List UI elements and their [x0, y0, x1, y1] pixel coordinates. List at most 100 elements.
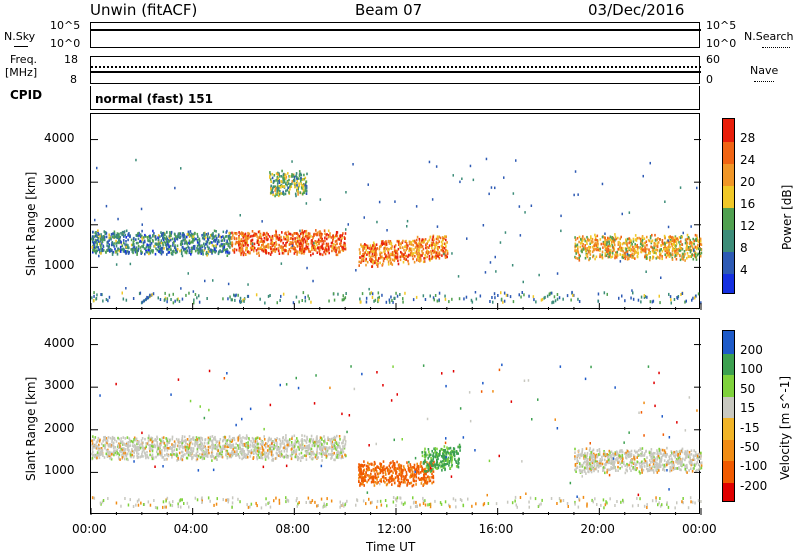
heatmap-cell: [441, 249, 443, 252]
heatmap-cell: [305, 247, 308, 251]
heatmap-cell: [161, 440, 163, 444]
heatmap-cell: [245, 442, 248, 445]
heatmap-cell: [201, 442, 203, 446]
ground-speckle: [229, 295, 231, 299]
ground-speckle: [582, 495, 585, 499]
heatmap-cell: [668, 235, 670, 239]
ground-speckle: [640, 295, 643, 299]
heatmap-cell: [302, 248, 305, 252]
heatmap-cell: [305, 458, 308, 461]
heatmap-cell: [344, 244, 347, 247]
heatmap-cell: [151, 442, 153, 445]
heatmap-cell: [646, 235, 648, 239]
heatmap-cell: [249, 235, 252, 238]
ground-speckle: [209, 499, 211, 503]
heatmap-cell: [335, 250, 337, 254]
freq-right-label: Nave: [750, 64, 779, 77]
heatmap-cell: [309, 449, 312, 452]
heatmap-cell: [589, 246, 592, 249]
heatmap-cell: [327, 446, 329, 450]
heatmap-cell: [420, 245, 422, 249]
heatmap-cell: [204, 243, 207, 246]
heatmap-cell: [137, 449, 139, 452]
heatmap-cell: [285, 242, 287, 245]
heatmap-cell: [331, 249, 333, 253]
heatmap-cell: [284, 192, 287, 196]
ground-speckle: [93, 496, 96, 500]
ground-speckle: [96, 293, 98, 297]
heatmap-cell: [183, 233, 185, 237]
heatmap-cell: [309, 439, 311, 443]
heatmap-cell: [171, 456, 173, 459]
heatmap-cell: [186, 233, 189, 236]
ground-speckle: [394, 296, 396, 300]
ground-speckle: [206, 297, 208, 300]
heatmap-cell: [156, 445, 159, 448]
ground-speckle: [166, 496, 169, 500]
heatmap-cell: [102, 438, 105, 442]
heatmap-cell: [428, 254, 431, 258]
heatmap-cell: [144, 240, 146, 244]
heatmap-cell: [174, 442, 177, 445]
heatmap-cell: [394, 243, 397, 247]
ground-speckle: [361, 292, 364, 296]
heatmap-cell: [678, 240, 680, 244]
heatmap-cell: [116, 452, 119, 455]
ground-speckle: [458, 297, 461, 301]
heatmap-cell: [236, 453, 239, 456]
heatmap-cell: [618, 240, 620, 244]
heatmap-cell: [341, 234, 343, 237]
power-colorbar-label: Power [dB]: [780, 184, 794, 250]
ground-speckle: [176, 298, 178, 302]
heatmap-cell: [297, 241, 300, 245]
heatmap-cell: [404, 245, 406, 248]
heatmap-cell: [304, 189, 306, 192]
heatmap-cell: [383, 257, 386, 260]
heatmap-cell: [305, 189, 308, 193]
station-title: Unwin (fitACF): [90, 1, 198, 19]
heatmap-cell: [156, 437, 159, 440]
heatmap-outlier: [192, 290, 195, 293]
heatmap-cell: [98, 233, 100, 236]
ground-speckle: [177, 297, 179, 301]
heatmap-cell: [100, 235, 103, 238]
heatmap-cell: [405, 245, 407, 248]
heatmap-cell: [165, 458, 167, 461]
heatmap-cell: [316, 456, 318, 460]
heatmap-cell: [306, 246, 309, 249]
heatmap-cell: [213, 235, 216, 238]
heatmap-cell: [126, 246, 129, 249]
noise-right-label: N.Search: [744, 30, 794, 43]
heatmap-cell: [238, 456, 241, 460]
heatmap-cell: [222, 444, 225, 448]
heatmap-cell: [156, 435, 158, 439]
heatmap-cell: [184, 453, 186, 456]
heatmap-cell: [233, 438, 236, 442]
heatmap-cell: [158, 453, 160, 456]
heatmap-cell: [361, 245, 364, 248]
heatmap-cell: [125, 444, 127, 447]
heatmap-cell: [132, 251, 134, 255]
heatmap-cell: [400, 255, 403, 258]
heatmap-outlier: [573, 193, 575, 197]
ground-speckle: [377, 296, 379, 300]
heatmap-cell: [659, 257, 661, 260]
heatmap-outlier: [386, 229, 388, 232]
ground-speckle: [515, 503, 517, 507]
heatmap-cell: [182, 445, 185, 449]
heatmap-cell: [334, 246, 337, 249]
heatmap-cell: [140, 249, 142, 253]
heatmap-cell: [291, 435, 293, 439]
heatmap-cell: [272, 440, 275, 443]
ground-speckle: [311, 499, 314, 503]
heatmap-cell: [604, 236, 606, 240]
heatmap-cell: [299, 179, 302, 183]
heatmap-cell: [322, 450, 324, 454]
heatmap-cell: [187, 447, 190, 451]
heatmap-cell: [388, 253, 390, 257]
heatmap-cell: [375, 481, 377, 484]
ground-speckle: [165, 499, 167, 503]
heatmap-cell: [207, 237, 209, 241]
heatmap-cell: [628, 247, 630, 250]
ground-speckle: [516, 505, 518, 509]
